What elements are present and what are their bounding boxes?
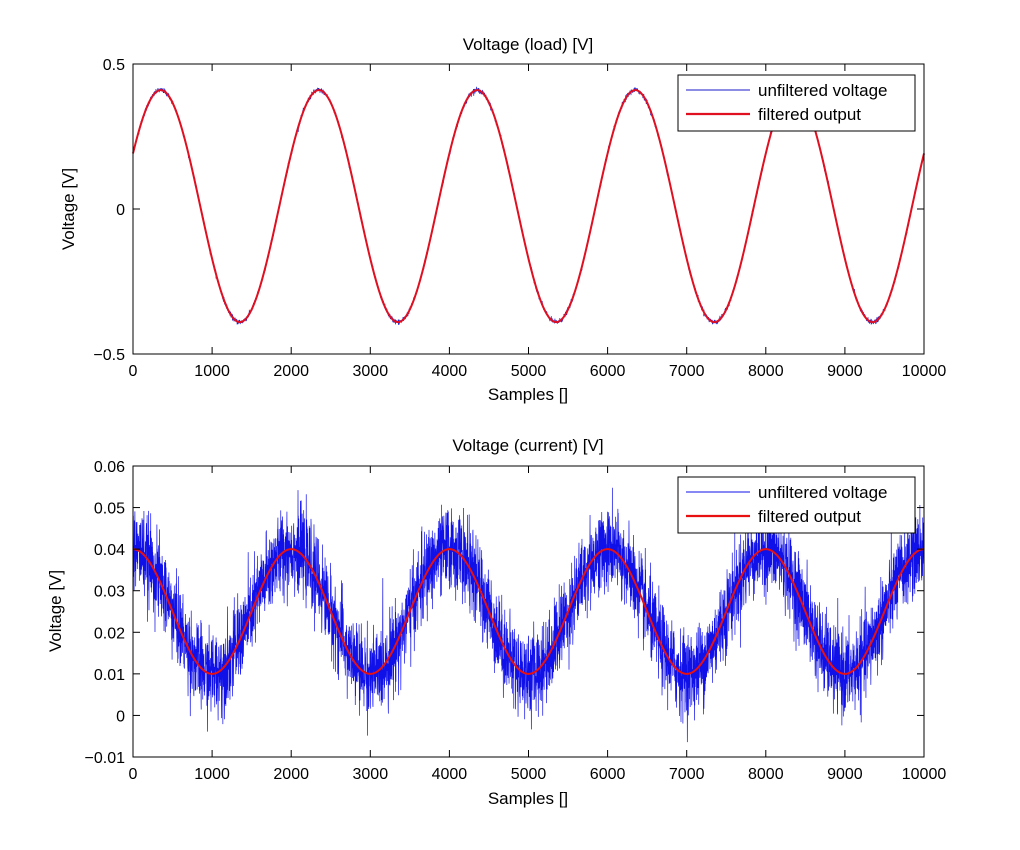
y-axis-label: Voltage [V] [59,168,78,250]
y-tick-label: 0.05 [94,501,125,518]
legend-label-unfiltered: unfiltered voltage [758,81,887,100]
current-voltage-chart: Voltage (current) [V] 0 1000 2000 3000 4000 5… [46,436,946,808]
y-axis-label: Voltage [V] [46,570,65,652]
x-tick-label: 7000 [669,766,705,783]
chart-title: Voltage (load) [V] [463,35,593,54]
legend-label-filtered: filtered output [758,507,861,526]
x-tick-label: 3000 [353,363,389,380]
y-tick-label: 0 [116,708,125,725]
x-tick-label: 9000 [827,363,863,380]
ticks-layer: 0 1000 2000 3000 4000 5000 6000 7000 8000 9000 100… [85,459,947,783]
x-tick-label: 8000 [748,766,784,783]
legend-label-unfiltered: unfiltered voltage [758,483,887,502]
x-tick-label: 8000 [748,363,784,380]
chart-title: Voltage (current) [V] [452,436,603,455]
x-tick-label: 4000 [432,766,468,783]
y-tick-label: 0 [116,202,125,219]
x-tick-label: 5000 [511,766,547,783]
x-axis-label: Samples [] [488,385,568,404]
x-tick-label: 7000 [669,363,705,380]
x-tick-label: 0 [129,766,138,783]
y-tick-label: 0.02 [94,625,125,642]
x-tick-label: 10000 [902,363,947,380]
legend: unfiltered voltage filtered output [677,74,916,132]
series-layer [132,487,925,743]
x-tick-label: 1000 [194,766,230,783]
x-tick-label: 4000 [432,363,468,380]
x-tick-label: 2000 [273,766,309,783]
y-tick-label: 0.04 [94,542,125,559]
y-tick-label: 0.06 [94,459,125,476]
x-tick-label: 2000 [273,363,309,380]
x-tick-label: 10000 [902,766,947,783]
y-tick-label: 0.03 [94,584,125,601]
legend-box [677,74,916,132]
y-tick-label: −0.5 [93,347,125,364]
x-tick-label: 6000 [590,766,626,783]
y-tick-label: 0.5 [103,57,125,74]
y-tick-label: −0.01 [85,750,126,767]
legend-box [677,476,916,534]
legend: unfiltered voltage filtered output [677,476,916,534]
series-line-filtered [132,548,925,675]
load-voltage-chart: Voltage (load) [V] 0 1000 2000 3000 4000 5000… [59,35,946,404]
series-line-unfiltered [132,487,925,743]
x-tick-label: 6000 [590,363,626,380]
x-tick-label: 5000 [511,363,547,380]
x-tick-label: 9000 [827,766,863,783]
y-tick-label: 0.01 [94,667,125,684]
x-tick-label: 3000 [353,766,389,783]
x-axis-label: Samples [] [488,789,568,808]
legend-label-filtered: filtered output [758,105,861,124]
x-tick-label: 0 [129,363,138,380]
x-tick-label: 1000 [194,363,230,380]
ticks-layer: 0 1000 2000 3000 4000 5000 6000 7000 8000 9000 100… [93,57,946,380]
